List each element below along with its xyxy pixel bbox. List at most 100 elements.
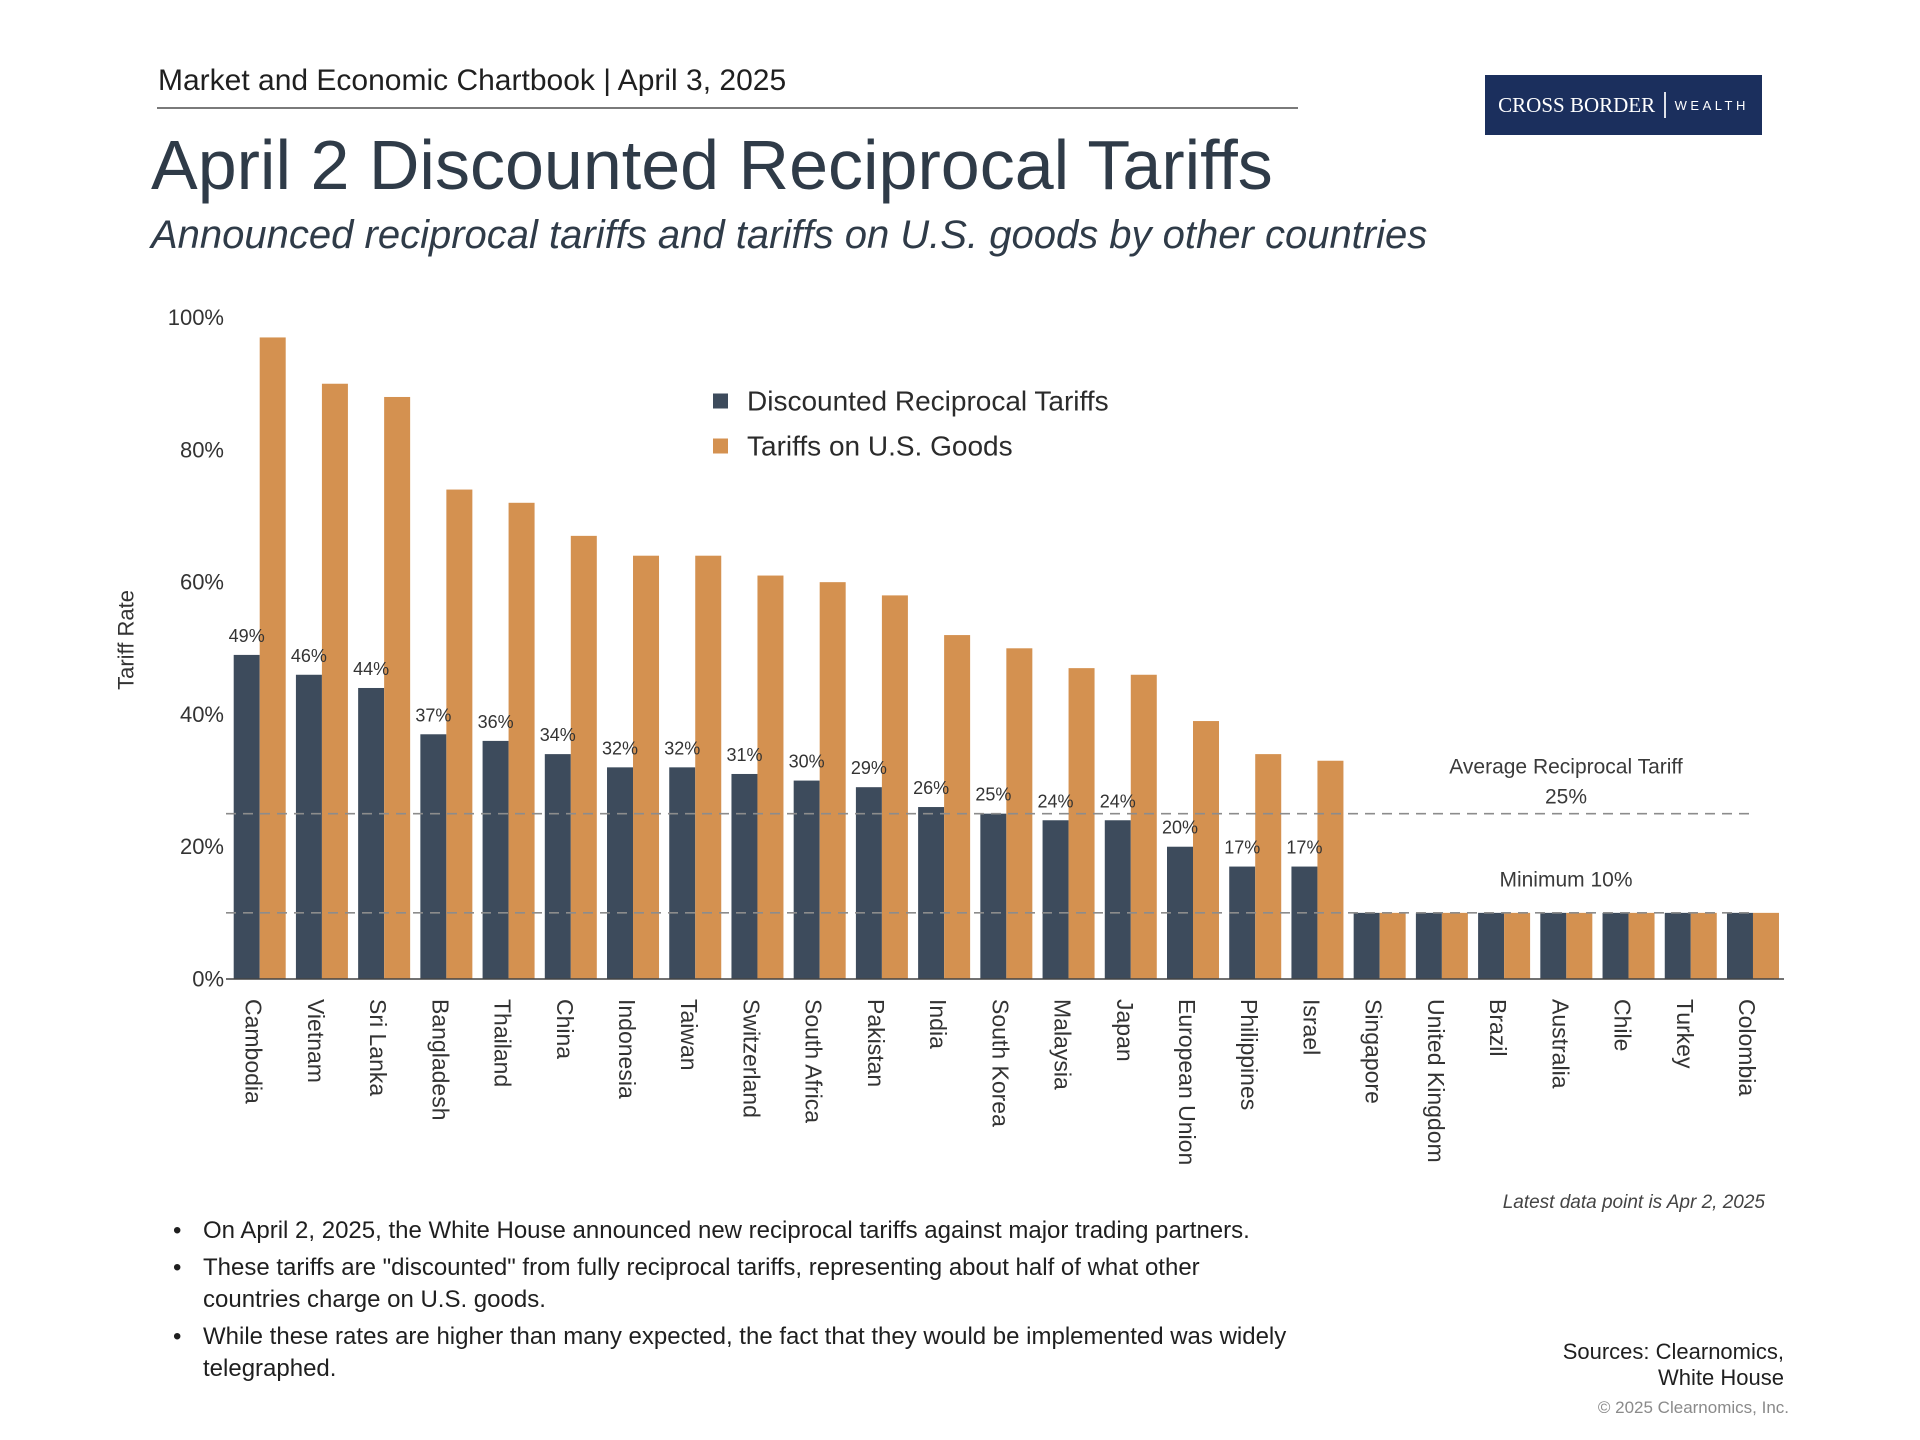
x-tick-label-chile: Chile [1610,999,1636,1051]
x-tick-label-south-africa: South Africa [801,999,827,1123]
bar-tariffs-on-u-s-goods-sri-lanka [384,396,411,980]
page-subtitle: Announced reciprocal tariffs and tariffs… [151,213,1428,257]
bar-discounted-reciprocal-tariffs-united-kingdom [1415,912,1442,979]
y-axis-ticks: 0% 20% 40% 60% 80% 100% [168,305,224,991]
page-title: April 2 Discounted Reciprocal Tariffs [151,126,1273,204]
x-tick-label-japan: Japan [1112,999,1138,1062]
logo-secondary-text: WEALTH [1674,97,1749,113]
x-tick-label-malaysia: Malaysia [1050,999,1076,1090]
x-tick-label-european-union: European Union [1174,999,1200,1165]
bar-tariffs-on-u-s-goods-japan [1130,674,1157,979]
y-axis-title: Tariff Rate [114,590,139,690]
data-label-pakistan: 29% [851,758,887,778]
bar-tariffs-on-u-s-goods-bangladesh [446,489,473,979]
x-tick-label-israel: Israel [1298,999,1324,1055]
average-reference-value: 25% [1545,786,1587,809]
y-tick-label: 40% [180,702,224,727]
data-label-thailand: 36% [478,712,514,732]
data-label-taiwan: 32% [664,738,700,758]
bar-discounted-reciprocal-tariffs-bangladesh [420,734,447,979]
bar-tariffs-on-u-s-goods-colombia [1752,912,1779,979]
data-label-india: 26% [913,778,949,798]
x-tick-label-singapore: Singapore [1361,999,1387,1104]
sources-text: Sources: Clearnomics, White House [1562,1339,1784,1390]
x-tick-label-brazil: Brazil [1485,999,1511,1057]
legend-item-discounted-reciprocal-tariffs: Discounted Reciprocal Tariffs [713,386,1109,417]
bar-discounted-reciprocal-tariffs-thailand [482,740,509,979]
chartbook-header: Market and Economic Chartbook | April 3,… [158,64,787,97]
y-tick-label: 80% [180,437,224,462]
bar-tariffs-on-u-s-goods-australia [1566,912,1593,979]
bar-discounted-reciprocal-tariffs-colombia [1726,912,1753,979]
x-axis-labels: Cambodia Vietnam Sri Lanka Bangladesh Thaila… [241,999,1760,1165]
y-tick-label: 60% [180,570,224,595]
copyright-text: © 2025 Clearnomics, Inc. [1597,1398,1789,1417]
bullet-item: While these rates are higher than many e… [173,1321,1295,1385]
bar-tariffs-on-u-s-goods-united-kingdom [1441,912,1468,979]
chart-note: Latest data point is Apr 2, 2025 [1503,1192,1766,1213]
data-label-philippines: 17% [1224,838,1260,858]
x-tick-label-turkey: Turkey [1672,999,1698,1069]
x-tick-label-sri-lanka: Sri Lanka [365,999,391,1096]
bar-discounted-reciprocal-tariffs-philippines [1229,866,1256,979]
bar-discounted-reciprocal-tariffs-japan [1104,820,1131,979]
bar-discounted-reciprocal-tariffs-switzerland [731,773,758,979]
x-tick-label-bangladesh: Bangladesh [427,999,453,1121]
bar-tariffs-on-u-s-goods-israel [1317,760,1344,979]
bar-tariffs-on-u-s-goods-switzerland [757,575,784,979]
bar-discounted-reciprocal-tariffs-vietnam [295,674,322,979]
y-tick-label: 20% [180,834,224,859]
bar-discounted-reciprocal-tariffs-cambodia [233,654,260,979]
bar-discounted-reciprocal-tariffs-pakistan [855,787,882,979]
logo-primary-text: CROSS BORDER [1498,92,1656,117]
x-tick-label-india: India [925,999,951,1049]
x-tick-label-cambodia: Cambodia [241,999,267,1104]
bar-discounted-reciprocal-tariffs-south-korea [980,813,1007,979]
logo-separator [1664,92,1666,118]
bar-tariffs-on-u-s-goods-turkey [1690,912,1717,979]
data-label-israel: 17% [1286,838,1322,858]
y-tick-label: 100% [168,305,224,330]
bar-tariffs-on-u-s-goods-indonesia [633,555,660,979]
legend-swatch-us-goods [713,438,728,454]
x-tick-label-philippines: Philippines [1236,999,1262,1110]
bar-discounted-reciprocal-tariffs-taiwan [669,767,696,979]
bar-tariffs-on-u-s-goods-brazil [1504,912,1531,979]
data-label-indonesia: 32% [602,738,638,758]
bar-tariffs-on-u-s-goods-thailand [508,502,535,979]
bar-discounted-reciprocal-tariffs-australia [1540,912,1567,979]
bar-tariffs-on-u-s-goods-pakistan [881,595,908,979]
legend-item-tariffs-on-us-goods: Tariffs on U.S. Goods [713,431,1013,462]
bar-tariffs-on-u-s-goods-european-union [1193,721,1219,979]
data-label-south-korea: 25% [975,785,1011,805]
bar-discounted-reciprocal-tariffs-chile [1602,912,1629,979]
x-tick-label-vietnam: Vietnam [303,999,329,1083]
data-labels: 49% 46% 44% 37% 36% 34% 32% 32% 31% 30% 29% 26% 25% 2… [229,626,1323,858]
x-tick-label-taiwan: Taiwan [676,999,702,1071]
legend-label-us-goods: Tariffs on U.S. Goods [747,431,1013,462]
data-label-cambodia: 49% [229,626,265,646]
header-divider [157,107,1298,109]
bar-discounted-reciprocal-tariffs-singapore [1353,912,1380,979]
data-label-south-africa: 30% [789,752,825,772]
x-tick-label-indonesia: Indonesia [614,999,640,1099]
y-tick-label: 0% [192,967,224,992]
bar-tariffs-on-u-s-goods-south-africa [819,582,846,979]
bar-tariffs-on-u-s-goods-philippines [1255,754,1282,979]
average-reference-label: Average Reciprocal Tariff [1449,756,1683,779]
legend-swatch-discounted [713,393,728,409]
bar-discounted-reciprocal-tariffs-israel [1291,866,1318,979]
minimum-reference-label: Minimum 10% [1499,869,1632,892]
data-label-sri-lanka: 44% [353,659,389,679]
data-label-european-union: 20% [1162,818,1198,838]
x-tick-label-united-kingdom: United Kingdom [1423,999,1449,1163]
bar-discounted-reciprocal-tariffs-indonesia [607,767,634,979]
bar-tariffs-on-u-s-goods-singapore [1379,912,1406,979]
data-label-malaysia: 24% [1038,791,1074,811]
x-tick-label-switzerland: Switzerland [738,999,764,1118]
bar-tariffs-on-u-s-goods-china [570,535,597,979]
bar-tariffs-on-u-s-goods-malaysia [1068,668,1095,979]
bar-tariffs-on-u-s-goods-vietnam [321,383,348,979]
x-tick-label-south-korea: South Korea [987,999,1013,1127]
